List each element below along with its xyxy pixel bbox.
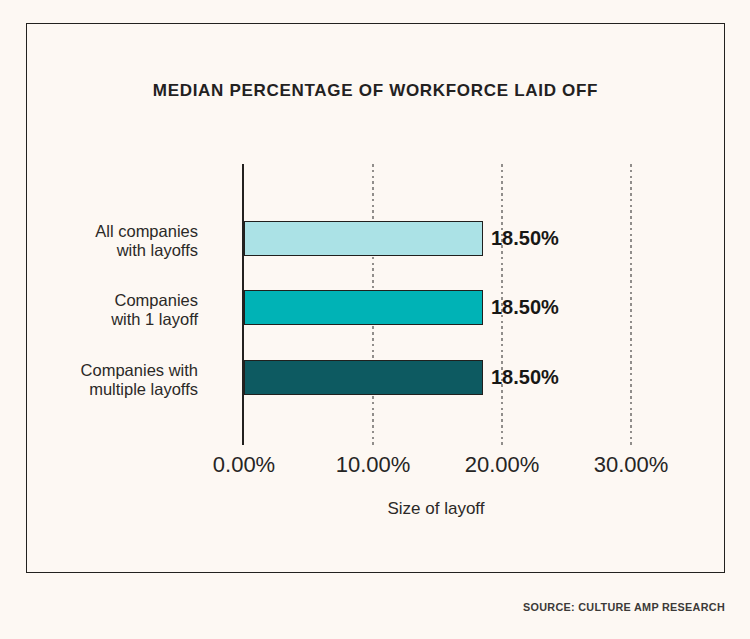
value-label: 18.50%	[491, 221, 559, 256]
x-tick-label: 0.00%	[213, 452, 275, 478]
bar-one-layoff	[244, 290, 483, 325]
gridline	[630, 164, 631, 445]
bar-all-companies	[244, 221, 483, 256]
category-label-multiple-layoffs: Companies with multiple layoffs	[27, 361, 198, 398]
x-axis-title: Size of layoff	[387, 499, 484, 519]
category-label-one-layoff: Companies with 1 layoff	[27, 291, 198, 328]
chart-frame: MEDIAN PERCENTAGE OF WORKFORCE LAID OFF …	[26, 23, 725, 573]
category-label-all-companies: All companies with layoffs	[27, 222, 198, 259]
bar-multiple-layoffs	[244, 360, 483, 395]
chart-title: MEDIAN PERCENTAGE OF WORKFORCE LAID OFF	[27, 81, 724, 101]
x-tick-label: 20.00%	[465, 452, 540, 478]
value-label: 18.50%	[491, 290, 559, 325]
x-tick-label: 30.00%	[594, 452, 669, 478]
x-tick-label: 10.00%	[336, 452, 411, 478]
value-label: 18.50%	[491, 360, 559, 395]
source-credit: SOURCE: CULTURE AMP RESEARCH	[523, 601, 725, 613]
